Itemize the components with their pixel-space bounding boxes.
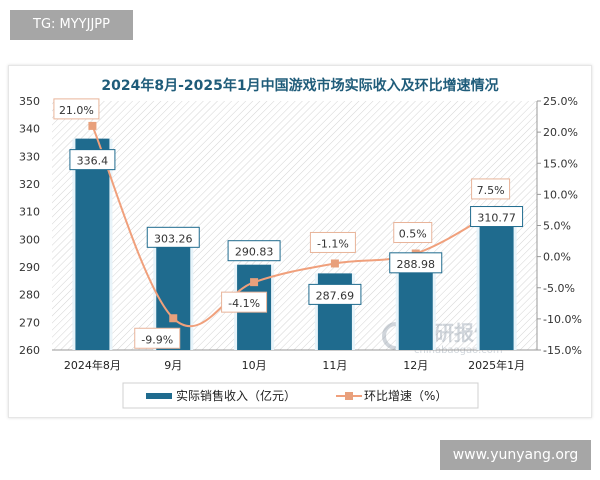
- bar: [75, 138, 110, 350]
- x-tick-label: 9月: [164, 359, 182, 372]
- bar-data-label: 287.69: [316, 289, 355, 302]
- growth-data-label-box: [471, 178, 511, 200]
- growth-data-label-box: [53, 98, 100, 120]
- left-tick-label: 350: [19, 95, 40, 108]
- x-tick-label: 12月: [403, 359, 428, 372]
- growth-data-label: -9.9%: [141, 333, 173, 346]
- right-tick-label: -5.0%: [543, 282, 575, 295]
- x-tick-label: 2025年1月: [468, 358, 525, 372]
- right-tick-label: -15.0%: [543, 344, 582, 357]
- legend-line-label: 环比增速（%）: [364, 389, 447, 403]
- bar-data-label-box: [69, 149, 116, 171]
- bar-data-label: 336.4: [77, 155, 109, 168]
- left-tick-label: 300: [19, 233, 40, 246]
- bar-data-label-box: [470, 206, 524, 228]
- left-tick-label: 340: [19, 123, 40, 136]
- left-tick-label: 290: [19, 261, 40, 274]
- right-tick-label: 25.0%: [543, 95, 578, 108]
- growth-marker: [330, 259, 339, 268]
- right-tick-label: 10.0%: [543, 188, 578, 201]
- legend-bar-swatch: [146, 393, 172, 399]
- legend: 实际销售收入（亿元） 环比增速（%）: [122, 382, 479, 409]
- left-tick-label: 270: [19, 316, 40, 329]
- site-watermark: www.yunyang.org: [440, 440, 591, 470]
- growth-data-label-box: [309, 231, 356, 253]
- right-tick-label: 0.0%: [543, 251, 571, 264]
- right-tick-label: 15.0%: [543, 157, 578, 170]
- growth-data-label: 7.5%: [477, 184, 505, 197]
- bar-data-label: 303.26: [154, 232, 193, 245]
- legend-bar-label: 实际销售收入（亿元）: [176, 388, 296, 403]
- left-tick-label: 280: [19, 289, 40, 302]
- growth-data-label: -4.1%: [228, 297, 260, 310]
- bar: [479, 209, 514, 350]
- bar-data-label: 290.83: [235, 246, 274, 259]
- growth-marker: [169, 314, 178, 323]
- right-tick-label: 5.0%: [543, 220, 571, 233]
- bar-data-label: 288.98: [397, 258, 436, 271]
- plot-background: [52, 101, 537, 350]
- growth-marker: [250, 278, 259, 287]
- bar: [398, 269, 433, 350]
- chart-title: 2024年8月-2025年1月中国游戏市场实际收入及环比增速情况: [101, 77, 498, 94]
- x-tick-label: 11月: [322, 359, 347, 372]
- x-tick-label: 10月: [242, 359, 267, 372]
- left-tick-label: 310: [19, 206, 40, 219]
- growth-data-label: -1.1%: [317, 237, 349, 250]
- right-tick-label: 20.0%: [543, 126, 578, 139]
- growth-data-label-box: [134, 327, 181, 349]
- left-tick-label: 320: [19, 178, 40, 191]
- right-tick-label: -10.0%: [543, 313, 582, 326]
- bar-data-label-box: [308, 283, 362, 305]
- growth-data-label: 0.5%: [399, 228, 427, 241]
- left-tick-label: 330: [19, 150, 40, 163]
- legend-line-marker: [345, 392, 353, 400]
- bar-data-label-box: [146, 226, 200, 248]
- growth-marker: [88, 121, 97, 130]
- overlay-label: TG: MYYJJPP: [10, 10, 133, 40]
- x-tick-label: 2024年8月: [64, 358, 121, 372]
- bar-data-label: 310.77: [477, 212, 516, 225]
- growth-data-label: 21.0%: [59, 104, 94, 117]
- growth-data-label-box: [393, 222, 433, 244]
- bar-data-label-box: [227, 240, 281, 262]
- growth-data-label-box: [221, 291, 268, 313]
- left-tick-label: 260: [19, 344, 40, 357]
- bar-data-label-box: [389, 252, 443, 274]
